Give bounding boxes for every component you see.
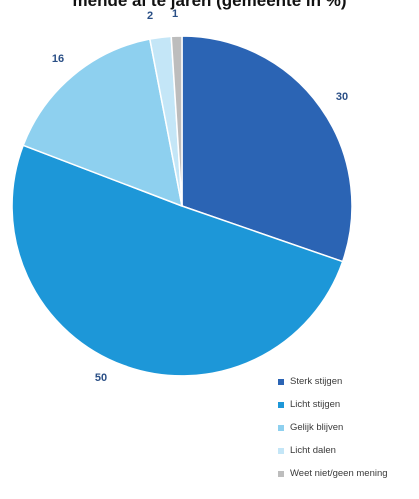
- pie-data-labels: 30 50 16 2 1: [52, 8, 348, 384]
- legend-label: Gelijk blijven: [290, 422, 344, 433]
- slice-value-label: 30: [336, 91, 348, 103]
- pie-slice-weet-niet-geen-mening: [170, 35, 183, 207]
- legend-swatch: [278, 447, 284, 454]
- legend-label: Sterk stijgen: [290, 376, 343, 387]
- pie-slice-sterk-stijgen: [181, 35, 353, 263]
- chart-title: mende al te jaren (gemeente in %): [72, 0, 347, 10]
- legend-swatch: [278, 378, 284, 385]
- slice-value-label: 1: [172, 8, 178, 20]
- pie-slices: [11, 35, 353, 377]
- chart-legend: Sterk stijgen Licht stijgen Gelijk blijven…: [278, 370, 388, 485]
- legend-item: Sterk stijgen: [278, 370, 388, 393]
- legend-label: Licht dalen: [290, 445, 336, 456]
- legend-item: Licht stijgen: [278, 393, 388, 416]
- legend-swatch: [278, 424, 284, 431]
- pie-slice-gelijk-blijven: [22, 38, 183, 208]
- legend-label: Licht stijgen: [290, 399, 341, 410]
- legend-swatch: [278, 470, 284, 477]
- legend-item: Weet niet/geen mening: [278, 462, 388, 485]
- legend-swatch: [278, 401, 284, 408]
- legend-item: Gelijk blijven: [278, 416, 388, 439]
- slice-value-label: 2: [147, 10, 153, 22]
- pie-slice-licht-stijgen: [11, 144, 344, 377]
- legend-label: Weet niet/geen mening: [290, 468, 388, 479]
- slice-value-label: 50: [95, 372, 107, 384]
- slice-value-label: 16: [52, 53, 64, 65]
- legend-item: Licht dalen: [278, 439, 388, 462]
